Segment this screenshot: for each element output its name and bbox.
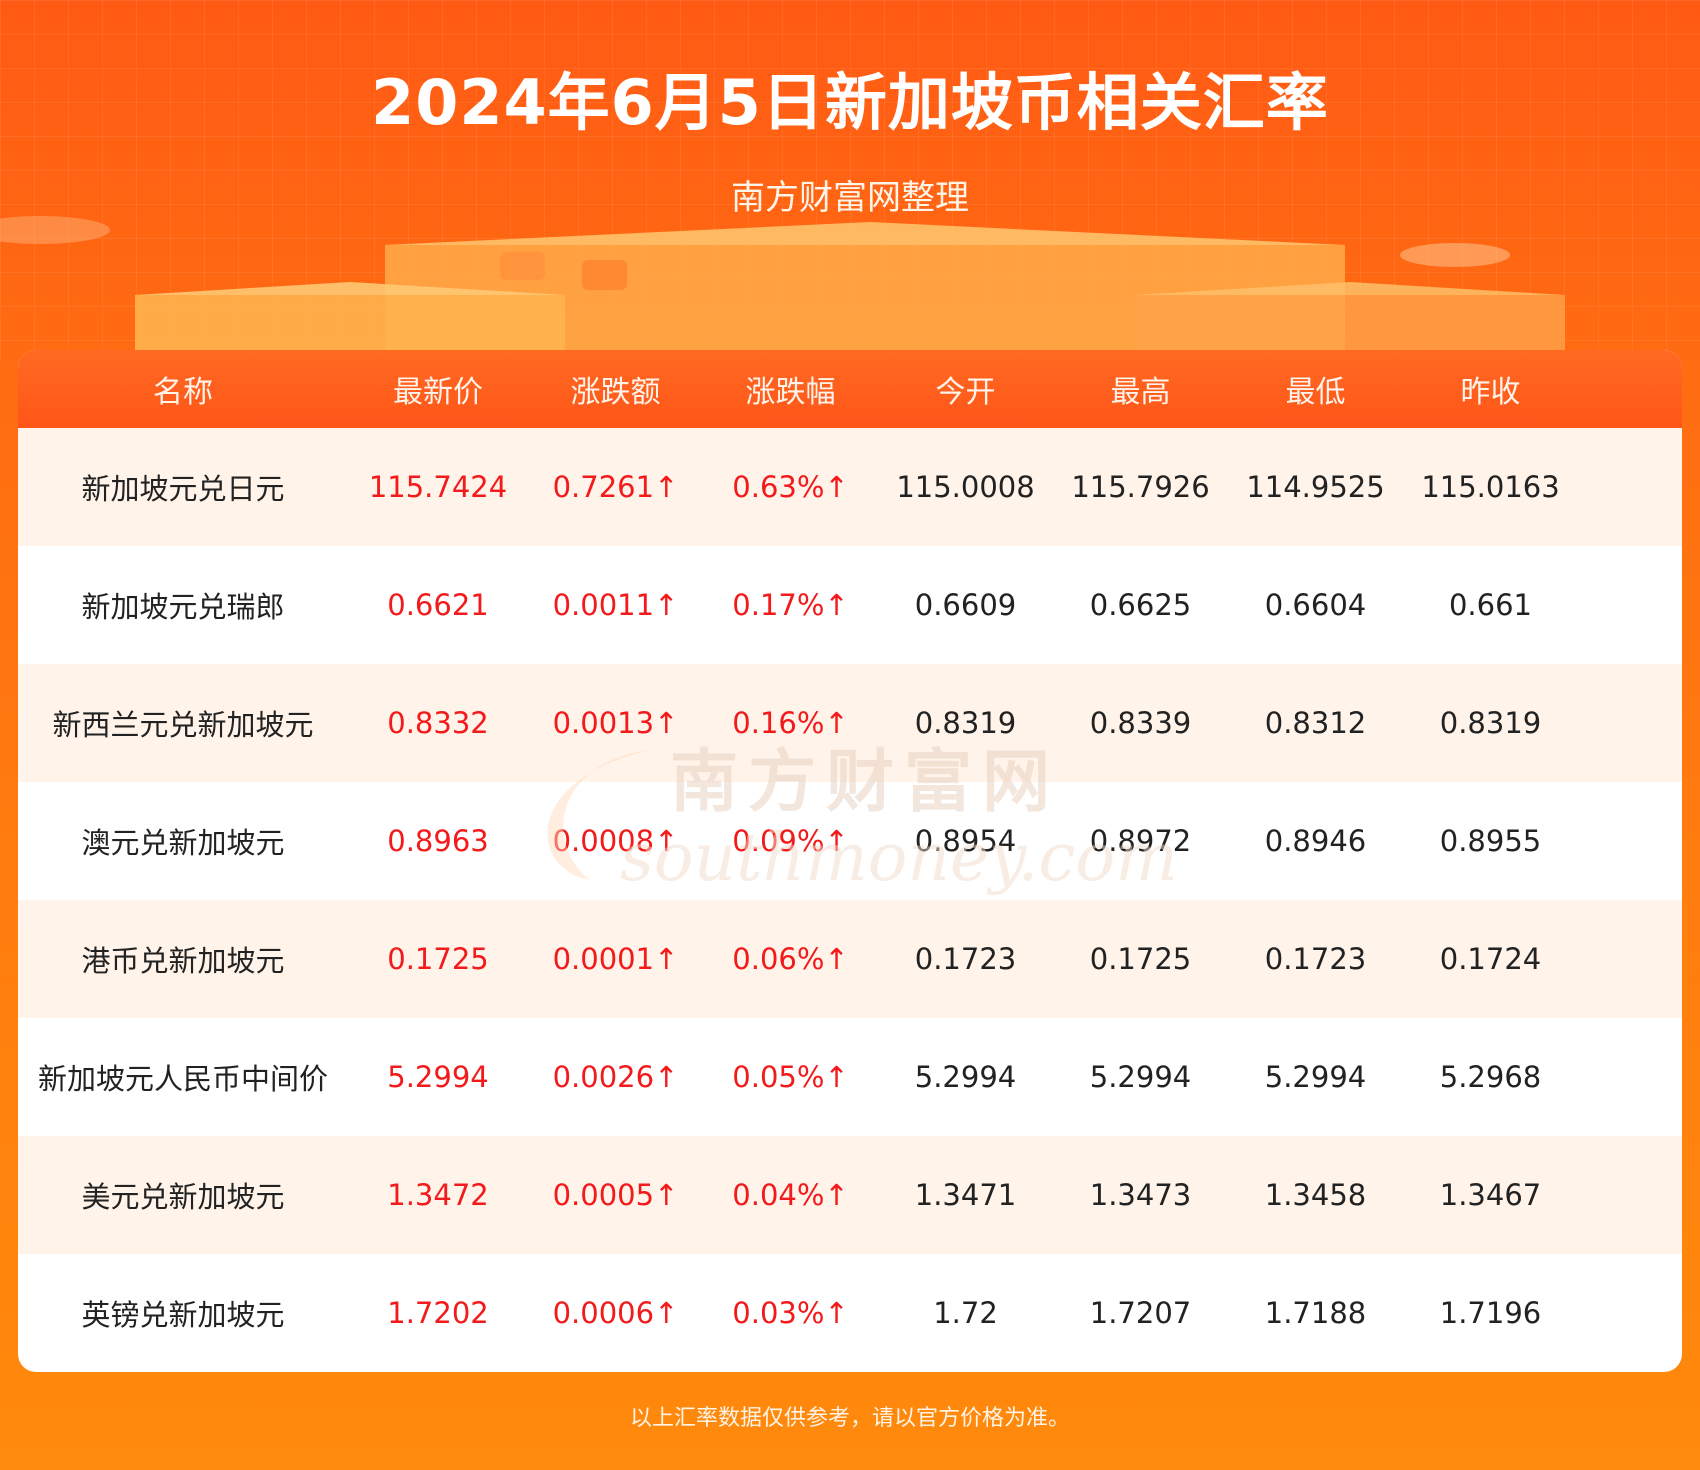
cell-change: 0.0013↑ xyxy=(552,706,679,740)
page-subtitle: 南方财富网整理 xyxy=(731,178,969,218)
cell-low: 0.1723 xyxy=(1264,942,1367,976)
cell-latest: 1.3472 xyxy=(387,1178,489,1212)
cell-open: 1.72 xyxy=(933,1296,998,1330)
column-header-name: 名称 xyxy=(153,375,213,410)
cell-change: 0.0006↑ xyxy=(552,1296,679,1330)
cell-open: 0.8954 xyxy=(914,824,1017,858)
cell-change-pct: 0.06%↑ xyxy=(732,942,849,976)
cell-change-pct: 0.63%↑ xyxy=(732,470,849,504)
cell-prev-close: 115.0163 xyxy=(1421,470,1560,504)
cell-change: 0.0008↑ xyxy=(552,824,679,858)
cell-low: 1.7188 xyxy=(1264,1296,1367,1330)
cell-low: 0.6604 xyxy=(1264,588,1367,622)
column-header-prev-close: 昨收 xyxy=(1460,375,1521,410)
cell-latest: 1.7202 xyxy=(387,1296,489,1330)
table-row: 英镑兑新加坡元 1.7202 0.0006↑ 0.03%↑ 1.72 1.7207 1.71… xyxy=(18,1254,1682,1372)
cell-prev-close: 0.1724 xyxy=(1439,942,1542,976)
cell-change-pct: 0.04%↑ xyxy=(732,1178,849,1212)
cell-prev-close: 0.8319 xyxy=(1439,706,1542,740)
cell-change-pct: 0.03%↑ xyxy=(732,1296,849,1330)
cell-low: 114.9525 xyxy=(1246,470,1385,504)
cell-change: 0.0005↑ xyxy=(552,1178,679,1212)
table-row: 新加坡元人民币中间价 5.2994 0.0026↑ 0.05%↑ 5.2994 5.299… xyxy=(18,1018,1682,1136)
cell-high: 0.1725 xyxy=(1089,942,1192,976)
cell-high: 1.7207 xyxy=(1089,1296,1192,1330)
page-title: 2024年6月5日新加坡币相关汇率 xyxy=(371,66,1329,139)
table-body: 新加坡元兑日元 115.7424 0.7261↑ 0.63%↑ 115.0008 115.… xyxy=(18,428,1682,1372)
cell-low: 0.8312 xyxy=(1264,706,1367,740)
cell-latest: 5.2994 xyxy=(387,1060,489,1094)
cell-prev-close: 5.2968 xyxy=(1439,1060,1542,1094)
cell-high: 0.6625 xyxy=(1089,588,1192,622)
cell-latest: 0.6621 xyxy=(387,588,489,622)
cell-open: 0.6609 xyxy=(914,588,1017,622)
exchange-rate-table: 名称 最新价 涨跌额 涨跌幅 今开 最高 最低 昨收 新加坡元兑日元 115.74… xyxy=(18,350,1682,1372)
cell-name: 新加坡元兑瑞郎 xyxy=(81,590,285,624)
cell-name: 港币兑新加坡元 xyxy=(81,944,285,978)
table-row: 新加坡元兑瑞郎 0.6621 0.0011↑ 0.17%↑ 0.6609 0.6625 0.… xyxy=(18,546,1682,664)
cell-change: 0.0011↑ xyxy=(552,588,679,622)
cell-latest: 0.1725 xyxy=(387,942,489,976)
cell-name: 美元兑新加坡元 xyxy=(81,1180,285,1214)
cell-open: 5.2994 xyxy=(914,1060,1017,1094)
table-row: 澳元兑新加坡元 0.8963 0.0008↑ 0.09%↑ 0.8954 0.8972 0.… xyxy=(18,782,1682,900)
cell-prev-close: 0.8955 xyxy=(1439,824,1542,858)
cell-name: 英镑兑新加坡元 xyxy=(81,1298,285,1332)
cell-latest: 0.8963 xyxy=(387,824,489,858)
column-header-low: 最低 xyxy=(1285,375,1346,410)
disclaimer-note: 以上汇率数据仅供参考，请以官方价格为准。 xyxy=(629,1406,1070,1431)
cell-prev-close: 1.7196 xyxy=(1439,1296,1542,1330)
cell-high: 5.2994 xyxy=(1089,1060,1192,1094)
cell-name: 新加坡元兑日元 xyxy=(81,472,285,506)
table-row: 新加坡元兑日元 115.7424 0.7261↑ 0.63%↑ 115.0008 115.… xyxy=(18,428,1682,546)
table-row: 港币兑新加坡元 0.1725 0.0001↑ 0.06%↑ 0.1723 0.1725 0.… xyxy=(18,900,1682,1018)
column-header-latest: 最新价 xyxy=(393,375,483,410)
cell-change: 0.7261↑ xyxy=(552,470,679,504)
cell-low: 5.2994 xyxy=(1264,1060,1367,1094)
cell-change: 0.0026↑ xyxy=(552,1060,679,1094)
cell-change-pct: 0.16%↑ xyxy=(732,706,849,740)
cell-low: 0.8946 xyxy=(1264,824,1367,858)
cell-low: 1.3458 xyxy=(1264,1178,1367,1212)
table-header: 名称 最新价 涨跌额 涨跌幅 今开 最高 最低 昨收 xyxy=(18,350,1682,428)
cell-open: 1.3471 xyxy=(914,1178,1017,1212)
cell-high: 0.8972 xyxy=(1089,824,1192,858)
cell-high: 115.7926 xyxy=(1071,470,1210,504)
cell-change-pct: 0.05%↑ xyxy=(732,1060,849,1094)
cell-high: 1.3473 xyxy=(1089,1178,1192,1212)
cell-open: 0.1723 xyxy=(914,942,1017,976)
cell-change: 0.0001↑ xyxy=(552,942,679,976)
cell-latest: 0.8332 xyxy=(387,706,489,740)
cell-name: 澳元兑新加坡元 xyxy=(81,826,285,860)
cell-name: 新加坡元人民币中间价 xyxy=(37,1062,328,1096)
cell-name: 新西兰元兑新加坡元 xyxy=(52,708,314,742)
cell-open: 115.0008 xyxy=(896,470,1035,504)
column-header-open: 今开 xyxy=(935,375,996,410)
cell-change-pct: 0.17%↑ xyxy=(732,588,849,622)
cell-prev-close: 1.3467 xyxy=(1439,1178,1542,1212)
cell-latest: 115.7424 xyxy=(368,470,508,504)
table-row: 新西兰元兑新加坡元 0.8332 0.0013↑ 0.16%↑ 0.8319 0.8339… xyxy=(18,664,1682,782)
column-header-change-pct: 涨跌幅 xyxy=(745,375,836,410)
cell-change-pct: 0.09%↑ xyxy=(732,824,849,858)
cell-prev-close: 0.661 xyxy=(1448,588,1533,622)
column-header-change: 涨跌额 xyxy=(570,375,661,410)
column-header-high: 最高 xyxy=(1110,375,1171,410)
cell-high: 0.8339 xyxy=(1089,706,1192,740)
header-decoration xyxy=(0,216,1565,360)
cell-open: 0.8319 xyxy=(914,706,1017,740)
table-row: 美元兑新加坡元 1.3472 0.0005↑ 0.04%↑ 1.3471 1.3473 1.… xyxy=(18,1136,1682,1254)
